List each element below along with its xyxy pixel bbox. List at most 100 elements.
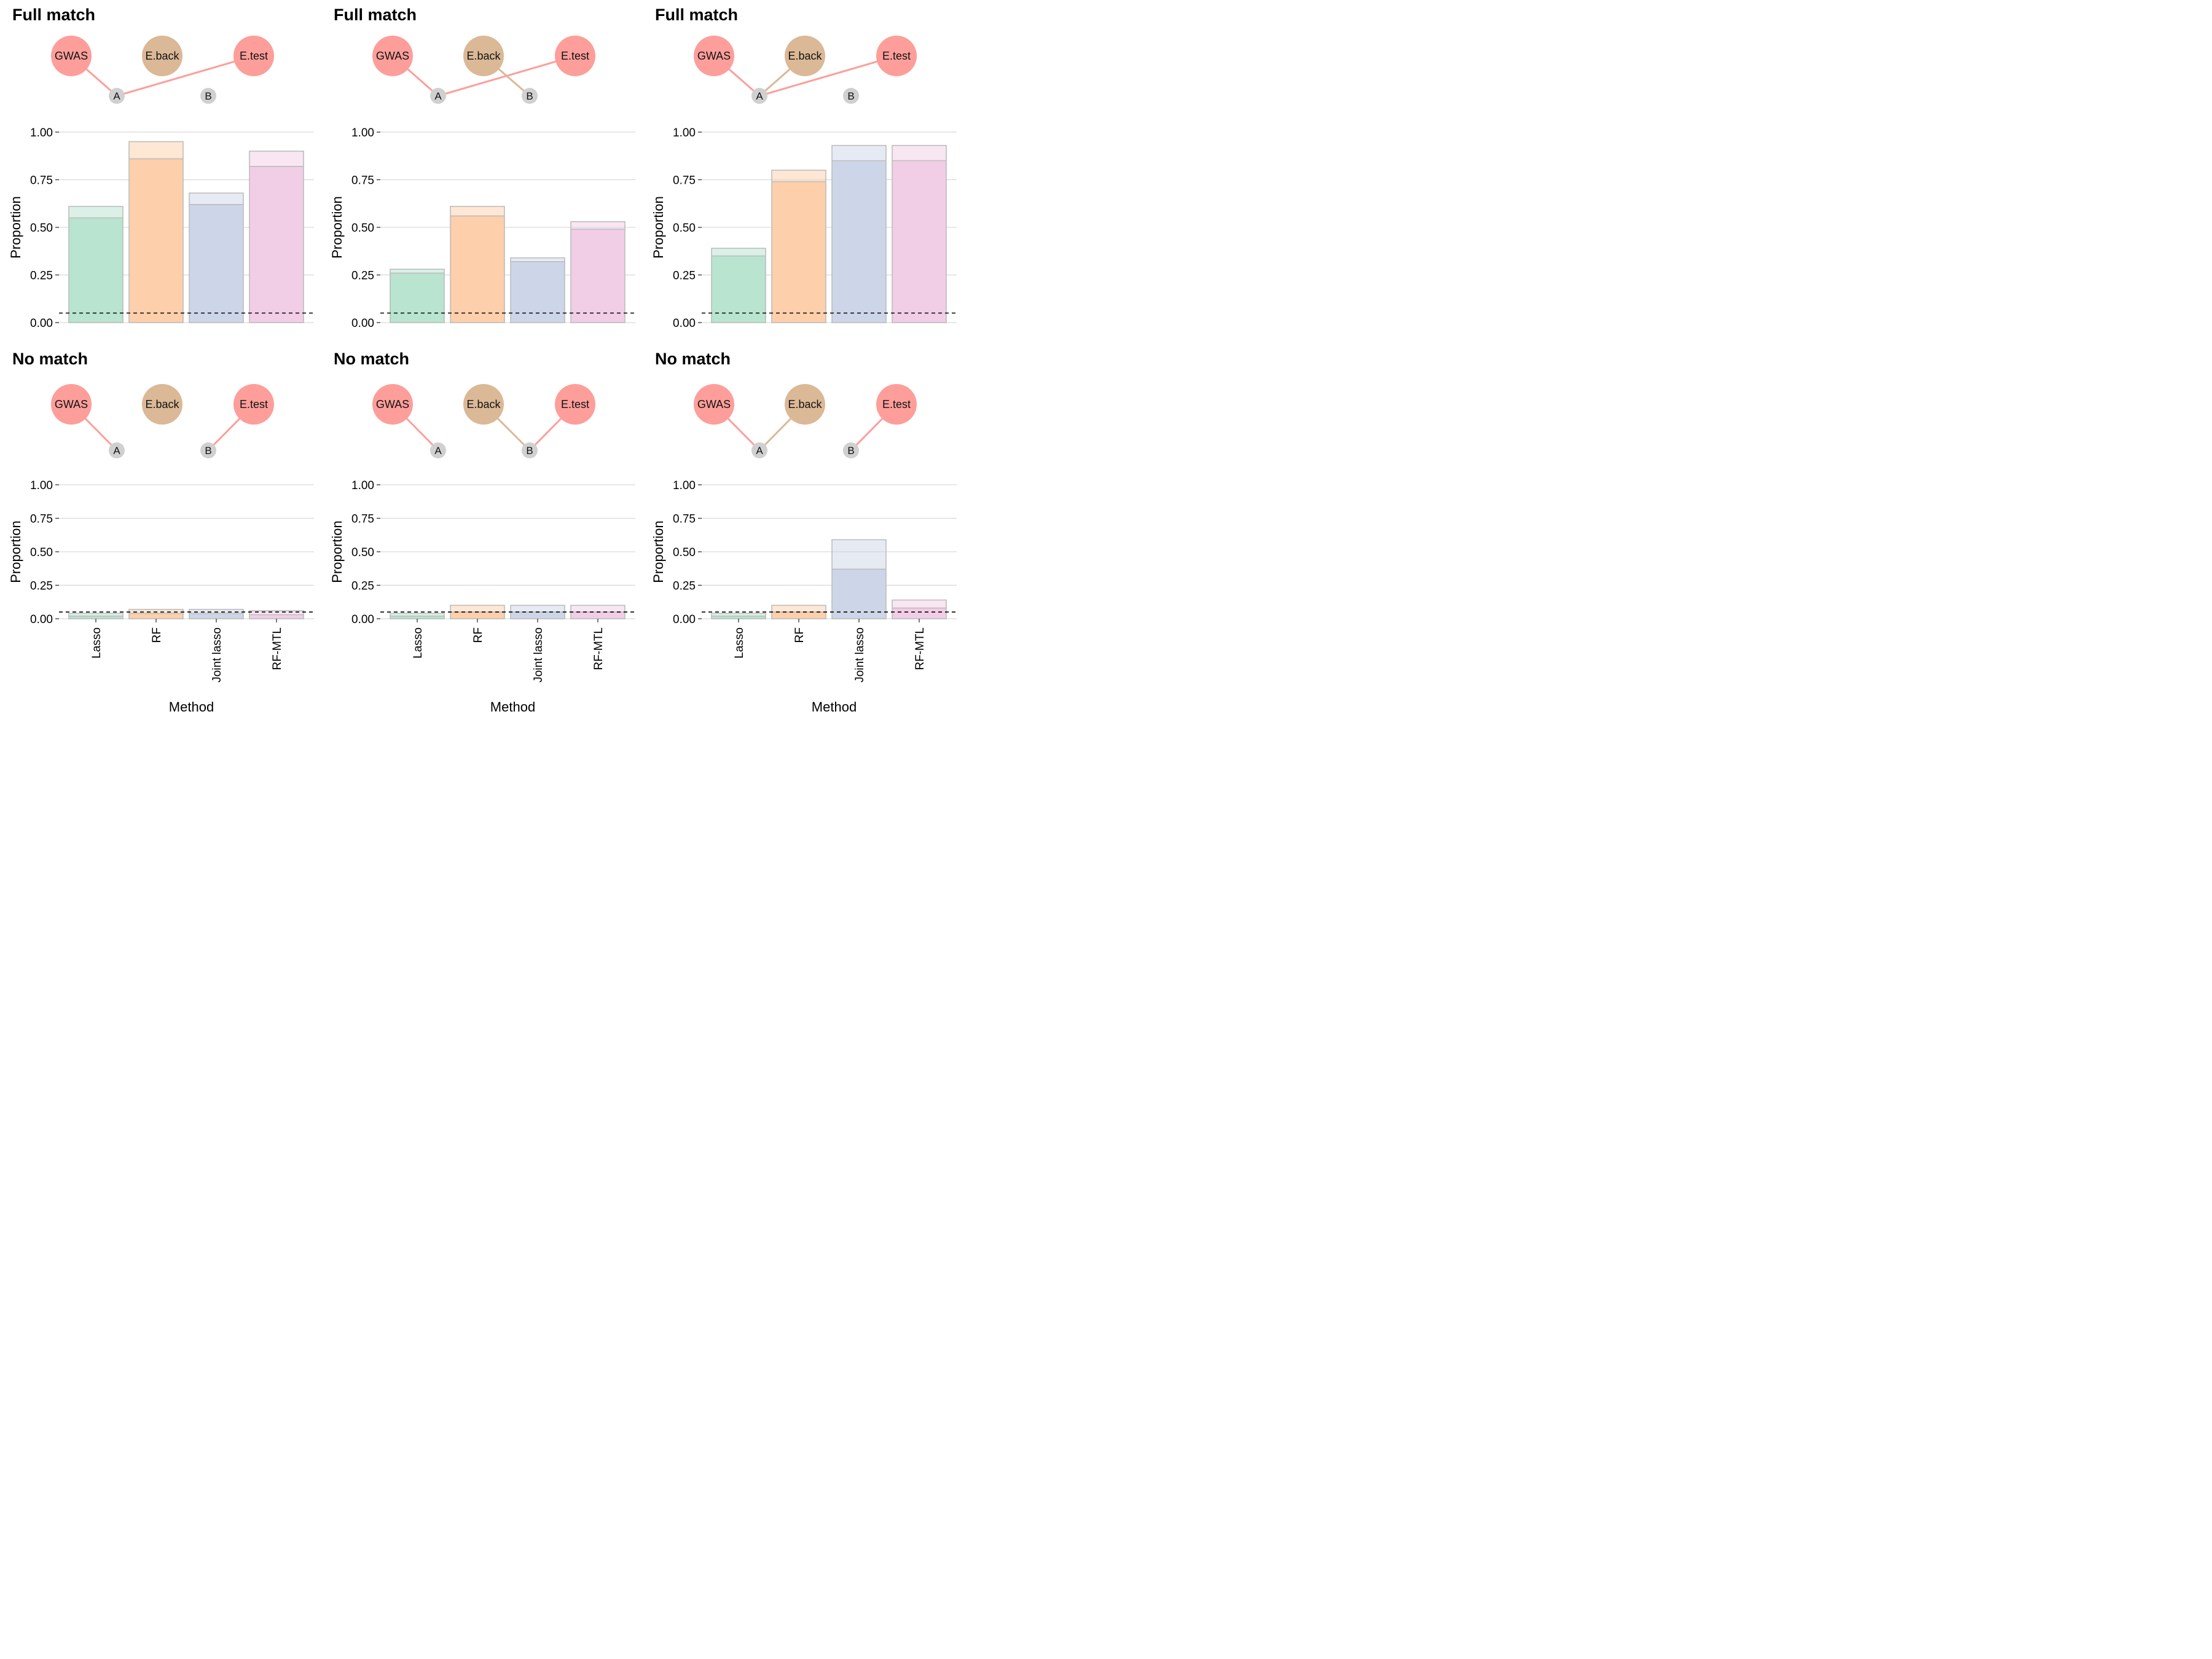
y-tick-label: 0.50 bbox=[351, 222, 374, 235]
node-eback bbox=[142, 384, 182, 425]
node-etest bbox=[555, 36, 595, 76]
bar-lower-rf bbox=[450, 216, 504, 323]
y-tick-label: 1.00 bbox=[30, 127, 53, 139]
node-label-snp_a: A bbox=[434, 90, 442, 102]
figure: Full match GWAS E.back E.test A B 0.00 0.25 0.50… bbox=[0, 0, 962, 721]
y-tick-label: 0.25 bbox=[30, 270, 53, 283]
node-gwas bbox=[694, 384, 734, 425]
node-etest bbox=[555, 384, 595, 425]
y-tick-label: 0.75 bbox=[351, 513, 374, 526]
node-snp_b bbox=[522, 442, 538, 458]
bar-chart: 0.00 0.25 0.50 0.75 1.00 Proportion Lasso RF Joi… bbox=[8, 479, 314, 715]
node-label-snp_a: A bbox=[113, 445, 120, 457]
node-label-snp_a: A bbox=[756, 90, 763, 102]
bar-lower-joint-lasso bbox=[189, 613, 243, 619]
y-tick-label: 1.00 bbox=[30, 479, 53, 492]
bar-outline bbox=[771, 170, 826, 323]
node-gwas bbox=[372, 36, 413, 76]
node-etest bbox=[233, 384, 274, 425]
y-tick-label: 0.00 bbox=[30, 317, 53, 330]
bar-lower-rf-mtl bbox=[892, 608, 946, 619]
y-axis-label: Proportion bbox=[329, 196, 345, 259]
x-axis-label: Method bbox=[169, 699, 214, 715]
panel-1: Full match GWAS E.back E.test A B 0.00 0.25 0.50… bbox=[8, 6, 314, 330]
y-tick-label: 0.25 bbox=[351, 270, 374, 283]
node-label-snp_b: B bbox=[205, 90, 211, 102]
bar-chart: 0.00 0.25 0.50 0.75 1.00 Proportion bbox=[651, 127, 957, 330]
node-eback bbox=[463, 36, 504, 76]
y-tick-label: 0.25 bbox=[351, 580, 374, 593]
node-etest bbox=[876, 384, 917, 425]
y-axis-label: Proportion bbox=[8, 520, 23, 583]
x-tick-label: RF bbox=[793, 627, 806, 643]
bar-outline bbox=[450, 206, 505, 323]
network-diagram: GWAS E.back E.test A B bbox=[51, 36, 274, 104]
node-snp_a bbox=[751, 88, 767, 104]
node-label-eback: E.back bbox=[788, 50, 822, 62]
node-label-etest: E.test bbox=[882, 50, 911, 62]
bar-lower-lasso bbox=[390, 273, 444, 323]
bar-lower-rf-mtl bbox=[892, 160, 946, 323]
y-tick-label: 0.75 bbox=[30, 175, 53, 187]
bar-outline bbox=[390, 269, 445, 323]
y-axis-label: Proportion bbox=[8, 196, 23, 259]
y-tick-label: 1.00 bbox=[673, 127, 696, 139]
y-tick-label: 0.00 bbox=[351, 317, 374, 330]
node-label-gwas: GWAS bbox=[697, 50, 731, 62]
bar-lower-rf bbox=[129, 159, 183, 323]
node-etest bbox=[876, 36, 917, 76]
bar-lower-rf bbox=[772, 612, 826, 619]
bar-lower-rf bbox=[772, 181, 826, 323]
node-label-snp_a: A bbox=[434, 445, 442, 457]
bar-lower-joint-lasso bbox=[832, 160, 886, 323]
node-label-snp_b: B bbox=[526, 90, 533, 102]
x-tick-label: RF-MTL bbox=[271, 627, 284, 670]
node-eback bbox=[785, 384, 825, 425]
node-label-eback: E.back bbox=[145, 398, 179, 410]
y-tick-label: 0.25 bbox=[673, 580, 696, 593]
panel-title: Full match bbox=[12, 6, 95, 24]
node-label-snp_b: B bbox=[847, 445, 854, 457]
bar-lower-joint-lasso bbox=[511, 261, 565, 323]
node-label-etest: E.test bbox=[561, 398, 589, 410]
panel-title: Full match bbox=[655, 6, 738, 24]
y-tick-label: 0.50 bbox=[30, 222, 53, 235]
y-axis-label: Proportion bbox=[329, 520, 345, 583]
node-eback bbox=[142, 36, 182, 76]
x-tick-label: Lasso bbox=[90, 627, 103, 659]
y-axis-label: Proportion bbox=[651, 196, 666, 259]
bar-lower-rf-mtl bbox=[249, 614, 304, 619]
bar-lower-lasso bbox=[712, 616, 766, 619]
node-label-eback: E.back bbox=[466, 50, 501, 62]
figure-canvas: Full match GWAS E.back E.test A B 0.00 0.25 0.50… bbox=[8, 6, 957, 715]
node-etest bbox=[233, 36, 274, 76]
node-gwas bbox=[694, 36, 734, 76]
y-tick-label: 1.00 bbox=[673, 479, 696, 492]
node-label-gwas: GWAS bbox=[55, 398, 88, 410]
x-axis-label: Method bbox=[490, 699, 535, 715]
y-axis-label: Proportion bbox=[651, 520, 666, 583]
bar-lower-lasso bbox=[69, 218, 123, 323]
y-tick-label: 0.50 bbox=[673, 546, 696, 559]
node-snp_a bbox=[430, 442, 446, 458]
y-tick-label: 1.00 bbox=[351, 127, 374, 139]
edge-etest-snp_a bbox=[116, 55, 254, 97]
network-diagram: GWAS E.back E.test A B bbox=[694, 384, 917, 458]
node-snp_b bbox=[200, 88, 216, 104]
bar-outline bbox=[711, 248, 766, 323]
edge-etest-snp_a bbox=[759, 55, 897, 97]
x-axis-label: Method bbox=[812, 699, 857, 715]
node-snp_a bbox=[109, 442, 125, 458]
y-tick-label: 0.75 bbox=[30, 513, 53, 526]
bar-outline bbox=[189, 192, 244, 323]
bar-outline bbox=[570, 221, 626, 323]
y-tick-label: 0.50 bbox=[351, 546, 374, 559]
node-snp_b bbox=[522, 88, 538, 104]
node-snp_b bbox=[200, 442, 216, 458]
panel-title: No match bbox=[655, 350, 731, 368]
network-diagram: GWAS E.back E.test A B bbox=[51, 384, 274, 458]
node-label-etest: E.test bbox=[240, 50, 268, 62]
bar-chart: 0.00 0.25 0.50 0.75 1.00 Proportion Lasso RF Joi… bbox=[651, 479, 957, 715]
